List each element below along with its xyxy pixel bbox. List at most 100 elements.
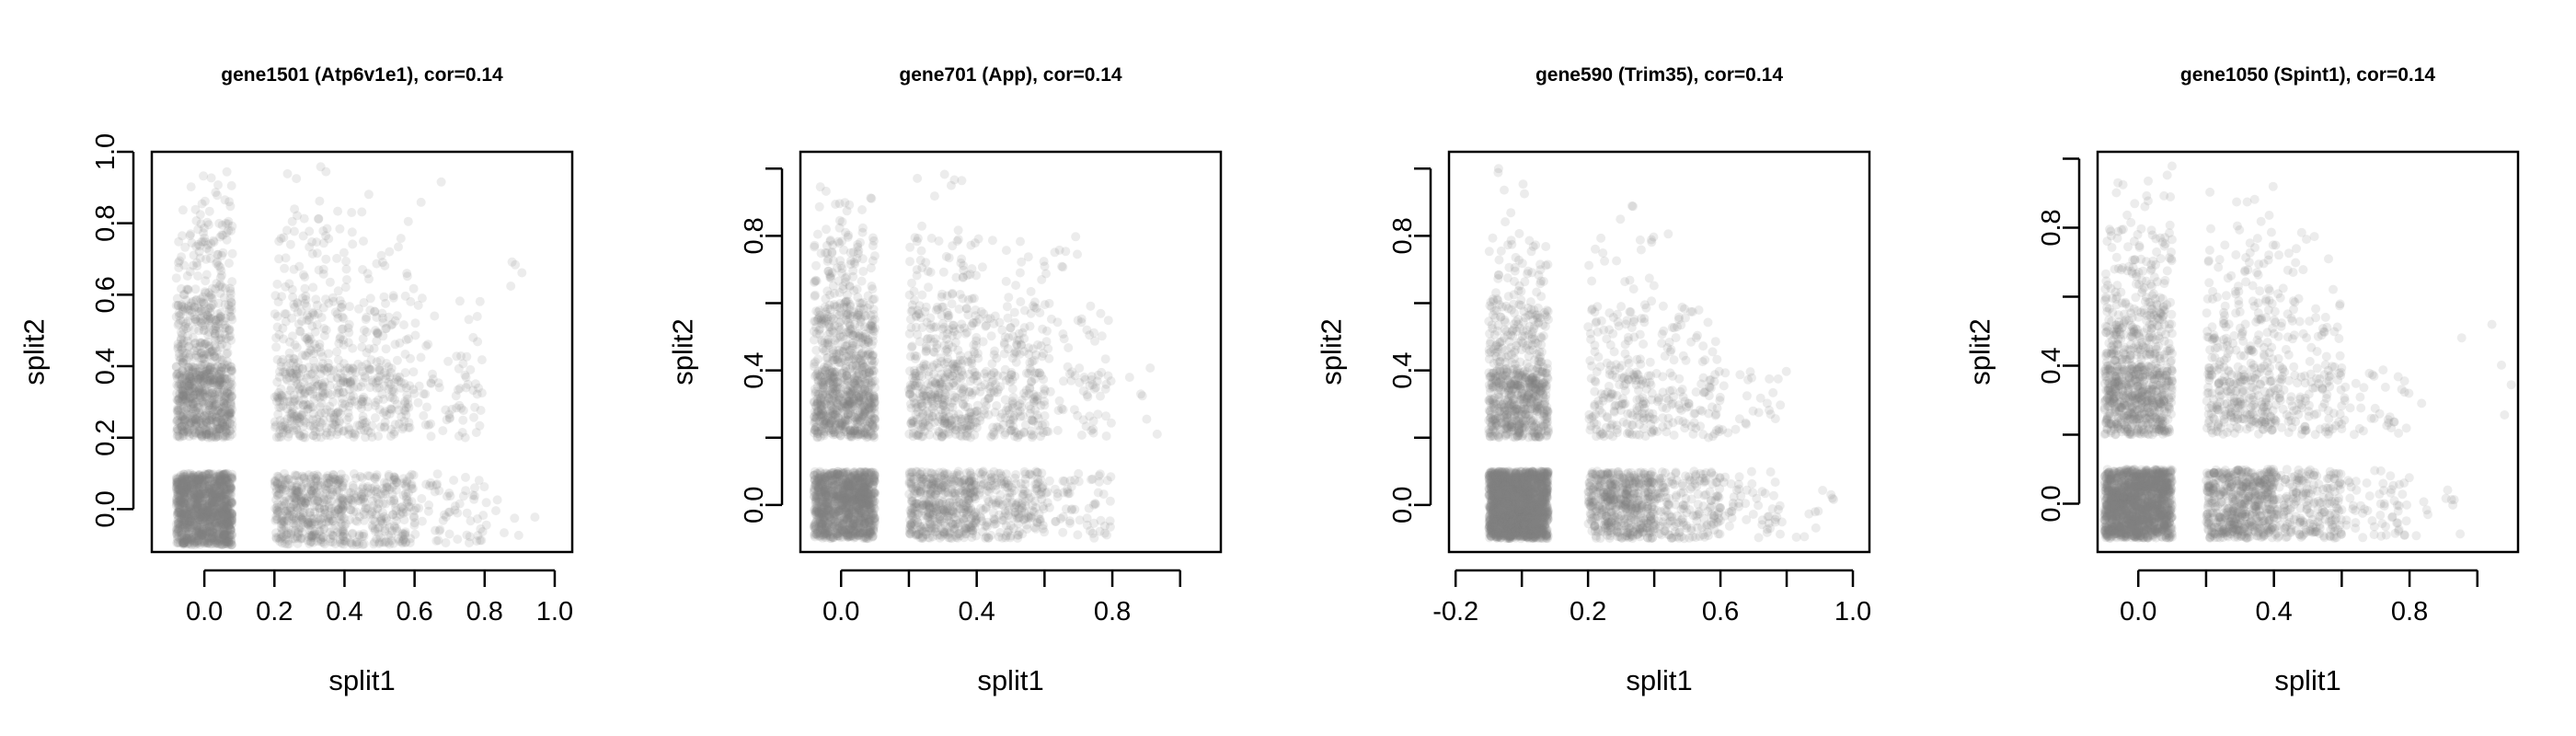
scatter-point [177, 526, 186, 536]
scatter-point [460, 432, 470, 443]
scatter-point [200, 538, 210, 548]
scatter-point [271, 487, 282, 497]
scatter-point [189, 532, 198, 542]
scatter-point [224, 518, 234, 528]
scatter-point [177, 379, 186, 389]
scatter-point [180, 505, 190, 515]
scatter-point [300, 332, 310, 342]
scatter-point [302, 316, 312, 326]
scatter-point [176, 507, 186, 517]
scatter-point [217, 377, 227, 387]
scatter-point [405, 537, 415, 547]
scatter-point [357, 532, 367, 541]
scatter-point [291, 514, 301, 524]
scatter-point [207, 500, 217, 510]
scatter-point [195, 509, 205, 519]
scatter-point [451, 391, 461, 401]
scatter-point [190, 495, 200, 505]
scatter-point [219, 497, 229, 507]
scatter-point [201, 482, 212, 492]
scatter-point [195, 391, 205, 401]
scatter-point [218, 535, 228, 545]
scatter-point [222, 362, 232, 373]
scatter-point [220, 396, 230, 406]
scatter-point [359, 529, 369, 539]
scatter-point [217, 362, 227, 373]
scatter-point [205, 536, 215, 546]
scatter-point [370, 516, 380, 526]
scatter-point [178, 540, 189, 549]
scatter-point [187, 517, 197, 527]
scatter-point [294, 477, 305, 486]
scatter-point [176, 527, 186, 537]
scatter-point [444, 529, 454, 539]
scatter-point [198, 531, 208, 541]
scatter-point [196, 493, 206, 503]
scatter-point [309, 495, 319, 505]
scatter-point [205, 515, 215, 525]
scatter-point [172, 481, 182, 491]
scatter-point [296, 496, 306, 506]
scatter-point [172, 369, 182, 379]
scatter-point [381, 298, 390, 308]
scatter-point [176, 509, 186, 519]
scatter-point [173, 477, 183, 487]
scatter-point [182, 488, 192, 498]
scatter-point [285, 239, 295, 249]
scatter-point [220, 473, 230, 483]
scatter-point [315, 339, 325, 349]
scatter-point [177, 397, 187, 406]
scatter-point [291, 520, 301, 530]
scatter-point [458, 415, 468, 425]
scatter-point [219, 402, 229, 412]
scatter-point [313, 496, 323, 506]
scatter-point [325, 511, 335, 521]
scatter-point [351, 493, 361, 503]
scatter-point [175, 512, 185, 523]
scatter-point [192, 520, 202, 530]
scatter-point [390, 427, 400, 437]
scatter-point [208, 299, 218, 309]
scatter-point [292, 487, 302, 497]
scatter-point [197, 431, 207, 442]
scatter-point [198, 525, 208, 535]
scatter-point [172, 527, 182, 537]
scatter-point [215, 475, 225, 485]
scatter-point [203, 469, 213, 479]
scatter-point [338, 526, 348, 536]
scatter-point [215, 408, 225, 418]
scatter-point [227, 420, 237, 430]
x-axis-title: split1 [328, 664, 395, 696]
scatter-point [215, 486, 225, 496]
scatter-point [292, 342, 302, 352]
scatter-point [224, 411, 235, 420]
scatter-point [193, 383, 203, 393]
scatter-point [198, 479, 208, 489]
scatter-point [293, 480, 302, 490]
scatter-point [223, 519, 233, 528]
scatter-point [180, 491, 190, 501]
scatter-point [178, 306, 188, 316]
scatter-point [416, 352, 426, 362]
scatter-point [354, 530, 364, 540]
scatter-point [271, 432, 282, 443]
scatter-point [359, 493, 369, 503]
scatter-point [292, 503, 302, 513]
scatter-point [276, 523, 286, 533]
scatter-point [336, 502, 346, 512]
scatter-point [174, 525, 184, 535]
scatter-point [212, 535, 222, 546]
scatter-point [319, 493, 329, 503]
scatter-point [197, 498, 207, 508]
scatter-point [223, 517, 233, 527]
scatter-point [420, 389, 431, 399]
scatter-point [216, 519, 226, 529]
scatter-point [409, 505, 420, 515]
scatter-point [212, 504, 222, 514]
scatter-point [328, 489, 338, 500]
scatter-point [226, 535, 236, 545]
scatter-point [281, 477, 291, 488]
scatter-point [368, 523, 378, 533]
scatter-point [329, 474, 339, 484]
scatter-point [173, 500, 183, 510]
